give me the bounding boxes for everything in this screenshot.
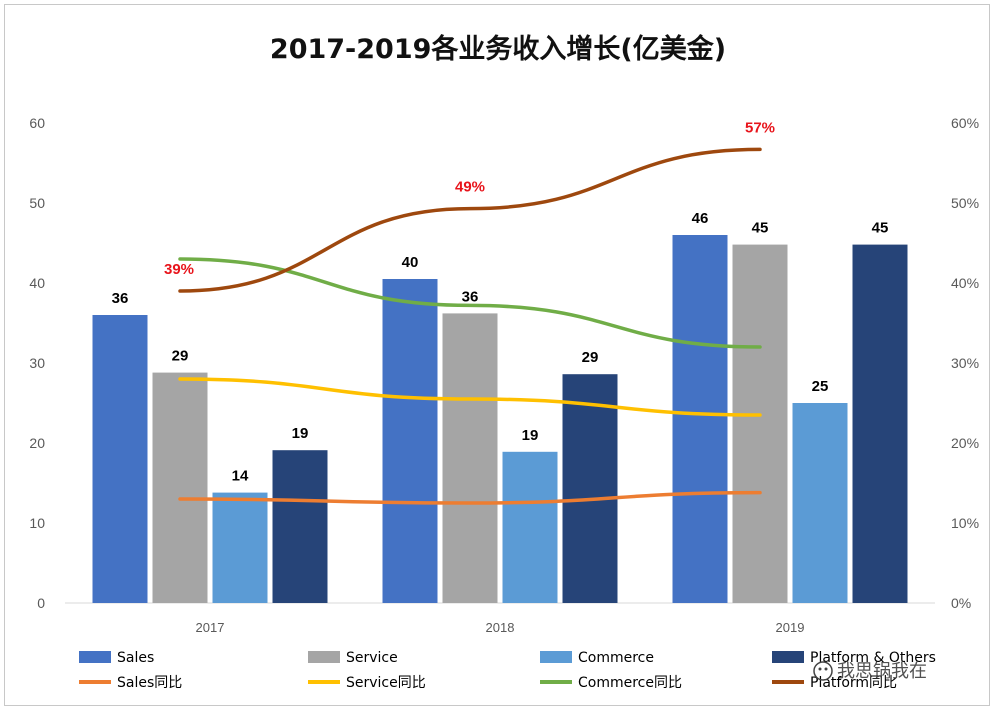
bar-sales — [382, 279, 438, 603]
bar-commerce — [502, 451, 558, 603]
y-left-tick-label: 0 — [37, 595, 45, 611]
legend-label: Commerce — [578, 650, 654, 666]
data-label-layer: 36 40 46 29 36 45 14 19 25 19 29 45 39% 49% 57% — [112, 119, 889, 484]
bar-sales — [92, 315, 148, 603]
y-right-tick-label: 0% — [951, 595, 971, 611]
legend-label: Sales同比 — [117, 675, 182, 691]
line-sales — [178, 490, 762, 505]
bar-data-label: 40 — [402, 254, 419, 271]
y-right-tick-label: 50% — [951, 195, 979, 211]
bar-platform — [852, 244, 908, 603]
legend: Sales Service Commerce Platform & Others Sal… — [79, 650, 936, 691]
line-service — [178, 377, 762, 417]
bar-platform — [272, 450, 328, 603]
chart-svg: 2017-2019各业务收入增长(亿美金) 0 10 20 30 40 50 60 0% 10%… — [29, 33, 979, 691]
y-left-tick-label: 20 — [29, 435, 45, 451]
watermark-icon — [813, 661, 833, 681]
bar-data-label: 45 — [872, 220, 889, 237]
watermark-text: 我思锅我在 — [837, 661, 927, 682]
bar-service — [152, 372, 208, 603]
chart-frame: 2017-2019各业务收入增长(亿美金) 0 10 20 30 40 50 60 0% 10%… — [4, 4, 990, 706]
y-left-tick-label: 50 — [29, 195, 45, 211]
y-right-tick-label: 40% — [951, 275, 979, 291]
x-category-label: 2017 — [196, 620, 225, 635]
bar-data-label: 36 — [462, 288, 479, 305]
y-left-tick-label: 40 — [29, 275, 45, 291]
bar-data-label: 19 — [292, 425, 309, 442]
legend-label: Service同比 — [346, 675, 426, 691]
legend-label: Platform & Others — [810, 650, 936, 666]
bar-service — [732, 244, 788, 603]
line-data-label: 49% — [455, 179, 485, 196]
legend-label: Platform同比 — [810, 675, 897, 691]
legend-label: Service — [346, 650, 398, 666]
line-layer — [178, 147, 762, 505]
y-right-tick-label: 30% — [951, 355, 979, 371]
legend-label: Commerce同比 — [578, 675, 682, 691]
legend-label: Sales — [117, 650, 154, 666]
line-data-label: 57% — [745, 119, 775, 136]
chart-title: 2017-2019各业务收入增长(亿美金) — [270, 33, 726, 65]
bar-data-label: 36 — [112, 290, 129, 307]
bar-service — [442, 313, 498, 603]
x-category-label: 2018 — [486, 620, 515, 635]
line-data-label: 39% — [164, 261, 194, 278]
bar-data-label: 46 — [692, 210, 709, 227]
y-right-tick-label: 60% — [951, 115, 979, 131]
bar-commerce — [792, 403, 848, 603]
bar-data-label: 45 — [752, 220, 769, 237]
bar-platform — [562, 374, 618, 603]
legend-swatch — [79, 651, 111, 663]
y-right-tick-label: 10% — [951, 515, 979, 531]
bar-data-label: 25 — [812, 378, 829, 395]
legend-swatch — [772, 651, 804, 663]
y-left-tick-label: 60 — [29, 115, 45, 131]
y-left-tick-label: 30 — [29, 355, 45, 371]
bar-data-label: 29 — [582, 349, 599, 366]
bar-data-label: 29 — [172, 348, 189, 365]
legend-swatch — [540, 651, 572, 663]
bar-data-label: 14 — [232, 468, 249, 485]
y-right-tick-label: 20% — [951, 435, 979, 451]
y-left-tick-label: 10 — [29, 515, 45, 531]
bar-commerce — [212, 492, 268, 603]
axes: 0 10 20 30 40 50 60 0% 10% 20% 30% 40% 50% 60% 2017 201… — [29, 115, 979, 635]
line-platform — [178, 147, 762, 293]
bar-sales — [672, 235, 728, 603]
legend-swatch — [308, 651, 340, 663]
bar-layer — [92, 235, 908, 603]
bar-data-label: 19 — [522, 427, 539, 444]
x-category-label: 2019 — [776, 620, 805, 635]
